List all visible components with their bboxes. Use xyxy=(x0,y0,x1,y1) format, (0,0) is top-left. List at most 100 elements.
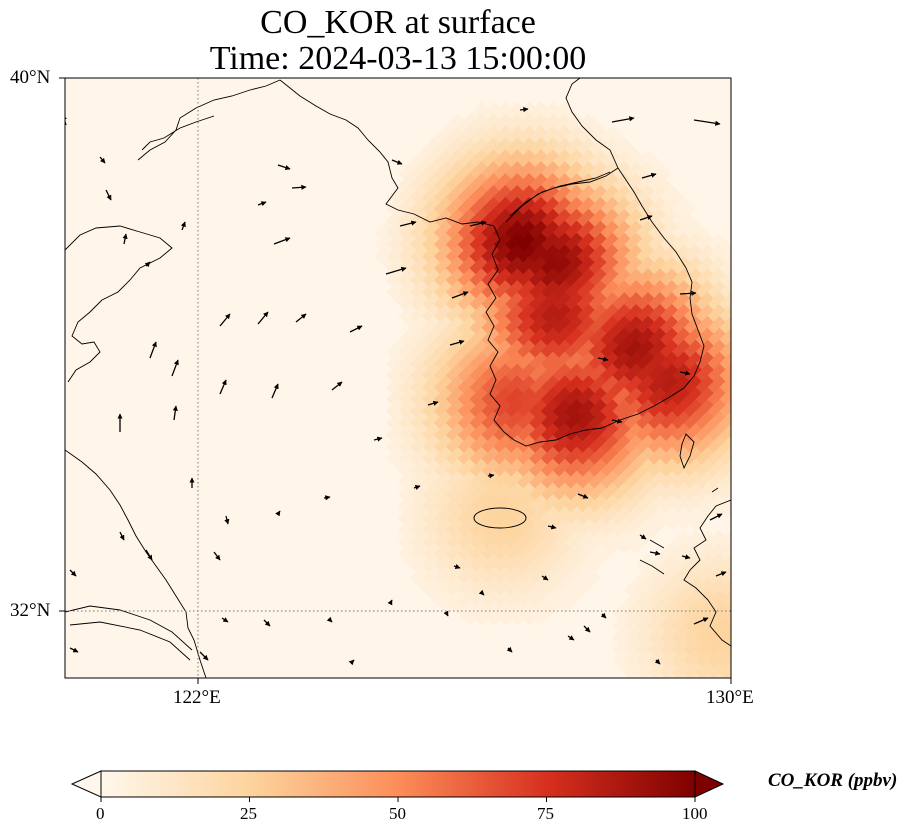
wind-arrow xyxy=(654,658,661,665)
field-cell xyxy=(731,459,755,483)
figure-title-time: Time: 2024-03-13 15:00:00 xyxy=(209,40,587,77)
wind-arrow xyxy=(326,616,333,623)
field-cell xyxy=(731,280,755,304)
wind-arrow xyxy=(277,164,291,170)
wind-arrow xyxy=(715,571,727,577)
colorbar-label: CO_KOR (ppbv) xyxy=(768,770,898,791)
field-cell xyxy=(731,649,755,673)
wind-arrow xyxy=(69,569,77,577)
islands-southwest xyxy=(639,487,719,575)
wind-arrow xyxy=(399,220,417,227)
field-cell xyxy=(731,268,755,292)
field-cell xyxy=(731,601,755,625)
figure-title-variable: CO_KOR at surface xyxy=(260,4,536,41)
coastlines xyxy=(65,78,731,678)
tsushima-island xyxy=(679,433,695,470)
wind-arrow xyxy=(541,575,549,581)
colorbar-body xyxy=(101,771,695,797)
field-cell xyxy=(731,578,755,602)
wind-arrow xyxy=(224,515,230,525)
wind-arrow xyxy=(639,534,647,540)
wind-arrow xyxy=(99,156,106,164)
wind-arrow xyxy=(709,513,723,521)
concentration-field xyxy=(374,101,755,685)
wind-arrow xyxy=(145,549,153,561)
wind-arrow xyxy=(171,359,179,377)
wind-arrow xyxy=(506,646,513,653)
wind-arrow xyxy=(219,313,231,327)
wind-arrow xyxy=(219,379,227,395)
field-cell xyxy=(731,435,755,459)
field-cell xyxy=(731,352,755,376)
korea-west-coast xyxy=(485,167,705,447)
wind-arrow xyxy=(122,233,128,245)
field-cell xyxy=(731,590,755,614)
wind-arrow xyxy=(331,381,343,391)
north-korea-east-coast xyxy=(565,78,619,169)
field-cell xyxy=(731,613,755,637)
colorbar-tick-100: 100 xyxy=(682,804,708,823)
colorbar-extend-max xyxy=(694,770,725,798)
liaodong-east xyxy=(279,79,495,227)
wind-arrow xyxy=(119,531,125,541)
wind-arrow xyxy=(567,635,575,641)
wind-arrow xyxy=(649,550,661,556)
wind-arrow xyxy=(679,370,691,376)
field-cell xyxy=(731,399,755,423)
field-cell xyxy=(731,375,755,399)
wind-arrow xyxy=(641,172,657,179)
wind-arrow xyxy=(600,612,607,619)
wind-vectors xyxy=(65,107,727,666)
lat-label-40n: 40°N xyxy=(10,67,51,88)
wind-arrow xyxy=(263,619,271,627)
wind-arrow xyxy=(577,493,589,499)
wind-arrow xyxy=(172,405,178,421)
colorbar-tick-25: 25 xyxy=(240,804,257,823)
map-frame xyxy=(64,77,732,679)
wind-arrow xyxy=(478,589,485,596)
wind-arrow xyxy=(487,473,495,479)
wind-arrow xyxy=(547,524,557,530)
korea-north-boundary xyxy=(505,167,619,223)
lat-label-32n: 32°N xyxy=(10,600,51,621)
field-cell xyxy=(731,256,755,280)
field-cell xyxy=(731,542,755,566)
field-cell xyxy=(731,661,755,685)
field-cell xyxy=(731,328,755,352)
wind-arrow xyxy=(144,261,151,268)
field-cell xyxy=(731,363,755,387)
wind-arrow xyxy=(679,290,697,296)
colorbar-tick-50: 50 xyxy=(389,804,406,823)
wind-arrow xyxy=(323,495,331,501)
field-cell xyxy=(731,292,755,316)
wind-arrow xyxy=(681,554,691,560)
colorbar-extend-min xyxy=(70,770,102,798)
field-cell xyxy=(731,566,755,590)
wind-arrow xyxy=(427,400,439,406)
wind-arrow xyxy=(443,610,449,617)
field-cell xyxy=(731,316,755,340)
wind-arrow xyxy=(413,485,421,490)
wind-arrow xyxy=(693,119,721,126)
field-cell xyxy=(731,637,755,661)
field-cell xyxy=(731,411,755,435)
wind-arrow xyxy=(273,237,291,245)
wind-arrow xyxy=(451,291,469,299)
wind-arrow xyxy=(469,220,487,227)
field-cell xyxy=(731,482,755,506)
wind-arrow xyxy=(597,356,609,362)
field-cell xyxy=(731,340,755,364)
field-cell xyxy=(731,423,755,447)
wind-arrow xyxy=(199,651,209,661)
jeju-island xyxy=(473,507,527,529)
wind-arrow xyxy=(385,266,407,275)
field-cell xyxy=(731,554,755,578)
wind-arrow xyxy=(453,564,461,569)
yangtze-estuary xyxy=(65,605,193,661)
kyushu-coastline xyxy=(683,499,731,647)
china-coastline xyxy=(65,225,173,383)
wind-arrow xyxy=(373,436,383,442)
wind-arrow xyxy=(391,159,403,165)
wind-arrow xyxy=(611,418,623,424)
